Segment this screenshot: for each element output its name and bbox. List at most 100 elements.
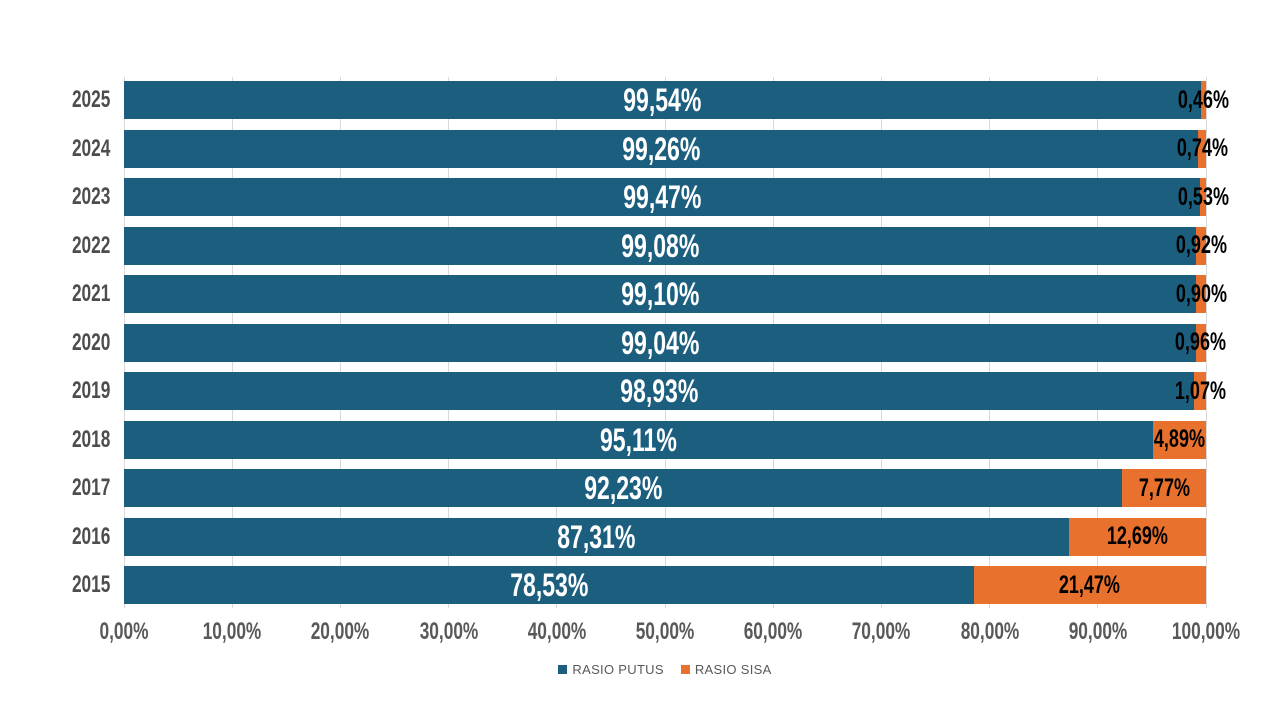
bar-segment-rasio-putus: 99,47% xyxy=(124,178,1201,216)
bar-segment-rasio-sisa: 12,69% xyxy=(1068,517,1206,556)
category-label: 2024 xyxy=(57,130,110,168)
bar-value-label-putus: 98,93% xyxy=(620,373,699,409)
stacked-bar: 98,93% 1,07% xyxy=(124,372,1226,410)
legend-label: RASIO PUTUS xyxy=(572,661,664,677)
bar-segment-rasio-sisa: 0,96% xyxy=(1175,323,1226,362)
bar-value-label-sisa: 0,53% xyxy=(1177,182,1229,211)
bar-value-label-putus: 99,54% xyxy=(623,82,702,118)
bar-row: 2016 87,31% 12,69% xyxy=(72,517,1206,556)
bar-row: 2023 99,47% 0,53% xyxy=(72,178,1229,216)
stacked-bar: 92,23% 7,77% xyxy=(124,469,1206,507)
bar-value-label-sisa: 7,77% xyxy=(1138,473,1190,502)
x-tick-label: 70,00% xyxy=(852,618,911,645)
bar-value-label-putus: 95,11% xyxy=(600,421,677,458)
bar-row: 2017 92,23% 7,77% xyxy=(72,469,1206,507)
bar-value-label-putus: 99,47% xyxy=(623,179,702,215)
bar-value-label-sisa: 21,47% xyxy=(1059,570,1121,599)
bar-segment-rasio-sisa: 0,53% xyxy=(1178,178,1229,216)
bar-segment-rasio-sisa: 0,74% xyxy=(1176,129,1228,168)
gridline xyxy=(1205,77,1207,608)
bar-value-label-putus: 99,10% xyxy=(621,276,700,312)
bar-segment-rasio-sisa: 0,90% xyxy=(1176,275,1227,313)
stacked-bar: 99,04% 0,96% xyxy=(124,323,1226,362)
bar-segment-rasio-putus: 87,31% xyxy=(124,517,1069,556)
category-label: 2021 xyxy=(57,275,110,313)
bar-segment-rasio-putus: 99,10% xyxy=(124,275,1197,313)
category-label: 2015 xyxy=(57,566,110,604)
category-label: 2025 xyxy=(57,81,110,119)
legend-item: RASIO PUTUS xyxy=(558,661,664,677)
stacked-bar: 99,26% 0,74% xyxy=(124,129,1228,168)
legend-swatch-icon xyxy=(558,664,568,674)
x-tick-label: 80,00% xyxy=(960,618,1019,645)
x-tick-label: 90,00% xyxy=(1068,618,1128,645)
stacked-bar: 99,54% 0,46% xyxy=(124,81,1229,119)
legend-item: RASIO SISA xyxy=(680,661,772,677)
bar-row: 2021 99,10% 0,90% xyxy=(72,275,1227,313)
category-label-text: 2019 xyxy=(71,377,110,404)
bar-value-label-putus: 99,08% xyxy=(620,227,700,264)
category-label: 2016 xyxy=(57,518,110,556)
x-tick-label: 30,00% xyxy=(419,618,478,645)
category-label-text: 2023 xyxy=(71,183,110,210)
bar-row: 2025 99,54% 0,46% xyxy=(72,81,1229,119)
x-tick-label: 40,00% xyxy=(527,618,587,645)
bar-segment-rasio-putus: 99,26% xyxy=(124,129,1198,168)
bar-segment-rasio-putus: 95,11% xyxy=(124,420,1154,459)
bar-segment-rasio-sisa: 0,46% xyxy=(1178,81,1229,119)
category-label: 2017 xyxy=(57,469,110,507)
category-label: 2023 xyxy=(57,178,110,216)
bar-value-label-sisa: 12,69% xyxy=(1106,522,1168,550)
bar-segment-rasio-putus: 98,93% xyxy=(124,372,1195,410)
legend: RASIO PUTUS RASIO SISA xyxy=(124,660,1206,678)
bar-segment-rasio-putus: 92,23% xyxy=(124,469,1122,507)
bar-segment-rasio-sisa: 7,77% xyxy=(1121,469,1206,507)
bar-value-label-sisa: 0,74% xyxy=(1176,134,1228,162)
stacked-bar: 78,53% 21,47% xyxy=(124,566,1206,604)
category-label: 2018 xyxy=(57,421,110,459)
bar-value-label-putus: 92,23% xyxy=(583,470,663,506)
bar-value-label-sisa: 0,96% xyxy=(1175,328,1227,356)
category-label-text: 2021 xyxy=(71,280,110,307)
bar-value-label-putus: 78,53% xyxy=(509,567,588,603)
stacked-bar: 99,10% 0,90% xyxy=(124,275,1227,313)
bar-value-label-putus: 87,31% xyxy=(557,518,636,555)
x-tick-label: 0,00% xyxy=(99,618,149,645)
bar-segment-rasio-putus: 99,54% xyxy=(124,81,1202,119)
x-tick-label: 10,00% xyxy=(202,618,262,645)
bar-row: 2022 99,08% 0,92% xyxy=(72,226,1227,265)
bar-value-label-sisa: 4,89% xyxy=(1154,425,1206,453)
legend-swatch-icon xyxy=(680,664,690,674)
bar-segment-rasio-sisa: 0,92% xyxy=(1175,226,1227,265)
category-label-text: 2017 xyxy=(71,474,110,501)
category-label-text: 2024 xyxy=(71,134,110,162)
category-label-text: 2025 xyxy=(71,86,110,113)
stacked-bar: 87,31% 12,69% xyxy=(124,517,1206,556)
category-label: 2019 xyxy=(57,372,110,410)
bar-segment-rasio-putus: 99,08% xyxy=(124,226,1197,265)
bar-segment-rasio-putus: 78,53% xyxy=(124,566,974,604)
category-label: 2020 xyxy=(57,324,110,362)
legend-label: RASIO SISA xyxy=(694,661,772,677)
x-axis: 0,00% 10,00% 20,00% 30,00% 40,00% 50,00% 60,00… xyxy=(99,618,1240,649)
category-label-text: 2022 xyxy=(71,231,110,259)
bar-value-label-sisa: 0,90% xyxy=(1175,279,1227,308)
category-label: 2022 xyxy=(57,227,110,265)
category-label-text: 2016 xyxy=(71,522,110,550)
stacked-bar: 95,11% 4,89% xyxy=(124,420,1206,459)
stacked-bar: 99,08% 0,92% xyxy=(124,226,1227,265)
bar-value-label-putus: 99,04% xyxy=(620,324,699,361)
bar-segment-rasio-sisa: 4,89% xyxy=(1153,420,1206,459)
category-label-text: 2015 xyxy=(71,571,110,598)
bar-row: 2019 98,93% 1,07% xyxy=(72,372,1226,410)
bar-value-label-putus: 99,26% xyxy=(621,130,701,167)
bar-row: 2018 95,11% 4,89% xyxy=(72,420,1206,459)
bar-row: 2024 99,26% 0,74% xyxy=(72,129,1228,168)
bar-value-label-sisa: 0,92% xyxy=(1175,231,1227,259)
bar-segment-rasio-putus: 99,04% xyxy=(124,323,1196,362)
bar-value-label-sisa: 0,46% xyxy=(1177,85,1230,114)
bar-row: 2015 78,53% 21,47% xyxy=(72,566,1206,604)
x-tick-label: 20,00% xyxy=(311,618,370,645)
bar-segment-rasio-sisa: 1,07% xyxy=(1175,372,1226,410)
